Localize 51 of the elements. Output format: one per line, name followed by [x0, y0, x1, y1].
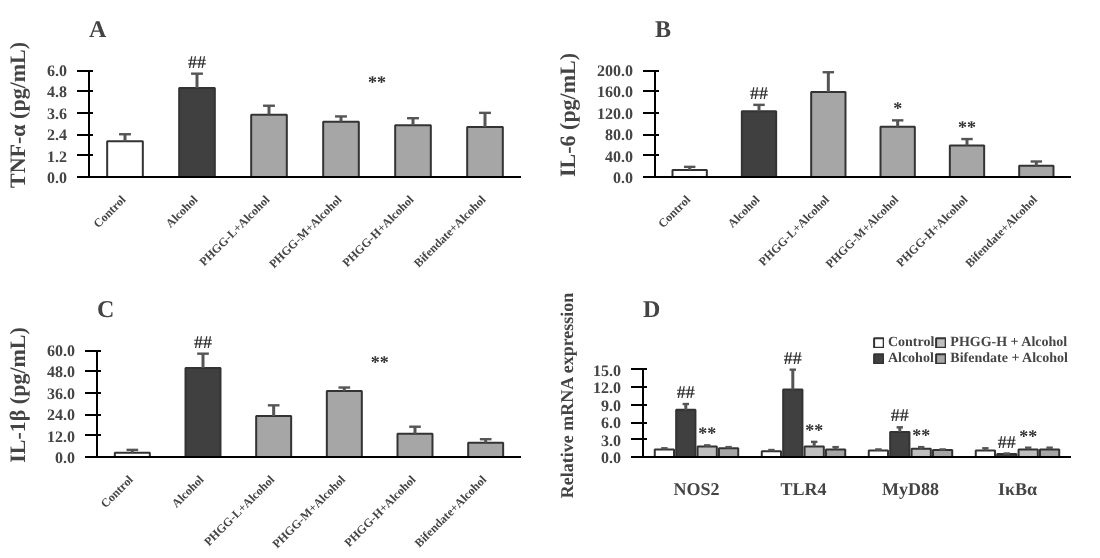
y-tick-label: 40.0 — [605, 147, 633, 166]
y-axis-title: Relative mRNA expression — [557, 292, 577, 499]
annotation: ## — [890, 405, 910, 426]
annotation: ** — [805, 419, 825, 440]
y-tick-label: 60.0 — [47, 342, 75, 361]
chart-title: A — [89, 15, 107, 43]
annotation: ** — [1019, 425, 1039, 446]
annotation: ## — [676, 382, 696, 403]
y-tick-label: 4.8 — [47, 83, 67, 102]
y-tick-label: 36.0 — [47, 384, 75, 403]
y-axis-title: IL-1β (pg/mL) — [7, 326, 31, 463]
y-tick-label: 3.0 — [601, 431, 621, 450]
y-axis-title: IL-6 (pg/mL) — [557, 52, 581, 178]
annotation: ## — [997, 431, 1017, 452]
y-tick-label: 48.0 — [47, 363, 75, 382]
y-tick-label: 2.4 — [47, 126, 67, 145]
annotation: ** — [368, 71, 387, 92]
y-tick-label: 1.2 — [47, 147, 67, 166]
chart-title: C — [97, 295, 115, 323]
chart-title: D — [643, 295, 661, 323]
chart-title: B — [655, 15, 672, 43]
annotation: * — [893, 98, 904, 119]
annotation: ** — [912, 425, 932, 446]
y-tick-label: 24.0 — [47, 406, 75, 425]
annotation: ** — [958, 117, 977, 138]
annotation: ** — [370, 351, 390, 372]
annotation: ## — [750, 82, 769, 103]
y-tick-label: 0.0 — [47, 169, 67, 187]
annotation: ## — [783, 347, 803, 368]
y-tick-label: 0.0 — [55, 449, 75, 467]
x-tick-label: TLR4 — [780, 479, 828, 499]
y-tick-label: 200.0 — [597, 62, 633, 81]
y-tick-label: 12.0 — [593, 379, 621, 398]
y-tick-label: 9.0 — [601, 396, 621, 415]
x-tick-label: NOS2 — [673, 479, 721, 499]
y-tick-label: 0.0 — [601, 449, 621, 467]
y-tick-label: 3.6 — [47, 104, 67, 123]
y-tick-label: 160.0 — [597, 83, 633, 102]
y-tick-label: 6.0 — [601, 414, 621, 433]
y-axis-title: TNF-α (pg/mL) — [7, 41, 31, 189]
annotation: ## — [194, 331, 213, 352]
y-tick-label: 120.0 — [597, 104, 633, 123]
y-tick-label: 12.0 — [47, 427, 75, 446]
annotation: ** — [698, 423, 718, 444]
y-tick-label: 15.0 — [593, 361, 621, 380]
y-tick-label: 6.0 — [47, 62, 67, 81]
annotation: ## — [188, 51, 207, 72]
x-tick-label: IκBα — [997, 479, 1038, 499]
x-tick-label: MyD88 — [882, 479, 940, 499]
y-tick-label: 0.0 — [613, 169, 633, 187]
y-tick-label: 80.0 — [605, 126, 633, 145]
